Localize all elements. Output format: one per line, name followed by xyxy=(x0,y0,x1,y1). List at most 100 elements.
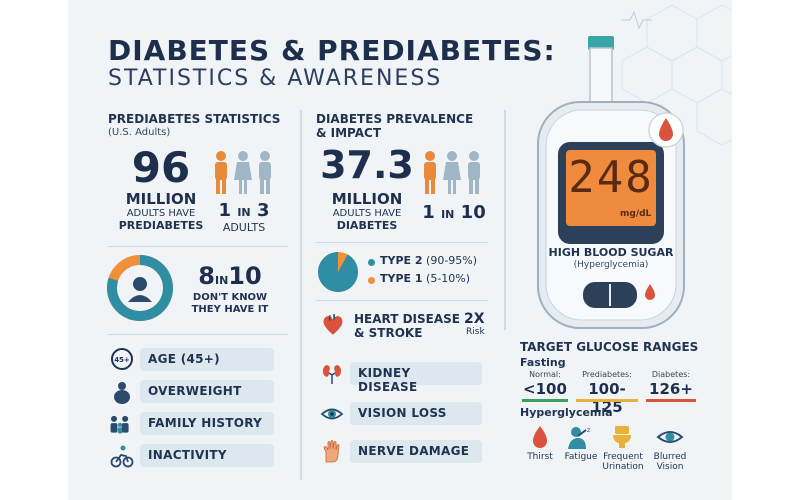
ratio-den: 3 xyxy=(256,200,270,221)
section-rule xyxy=(108,334,288,335)
symptom-fatigue: Fatigue xyxy=(558,452,604,462)
ratio-in: IN xyxy=(214,274,229,287)
heart-disease-label: HEART DISEASE & STROKE xyxy=(354,312,460,340)
column-divider-1 xyxy=(300,110,302,480)
risk-factor-overweight: OVERWEIGHT xyxy=(140,380,274,403)
range-normal-caption: Normal: xyxy=(529,370,561,379)
prediabetes-caption: ADULTS HAVE PREDIABETES xyxy=(106,208,216,233)
ratio-den: 10 xyxy=(460,202,486,223)
infographic-canvas: DIABETES & PREDIABETES: STATISTICS & AWA… xyxy=(68,0,732,500)
risk-factor-family-history: FAMILY HISTORY xyxy=(140,412,274,435)
cyclist-icon xyxy=(110,445,134,468)
complication-nerve: NERVE DAMAGE xyxy=(350,440,482,463)
symptom-thirst-line1: Thirst xyxy=(527,452,553,462)
person-icon xyxy=(468,151,480,194)
overweight-icon xyxy=(114,382,130,404)
range-diabetes-bar xyxy=(646,399,696,402)
type1-legend-dot xyxy=(368,277,375,284)
ratio-in: IN xyxy=(441,208,455,221)
fatigue-icon: z xyxy=(568,427,590,449)
hand-icon xyxy=(323,440,340,463)
symptom-blurred-line1: Blurred xyxy=(653,452,687,462)
prediabetes-unit: MILLION xyxy=(125,190,197,208)
people-icon-group xyxy=(215,151,271,194)
type1-legend: TYPE 1 (5-10%) xyxy=(380,272,470,285)
symptom-blurred-vision: Blurred Vision xyxy=(648,452,692,472)
svg-text:45+: 45+ xyxy=(114,356,130,364)
section-rule xyxy=(316,300,488,301)
avatar-icon xyxy=(128,277,152,302)
prediabetes-caption-line2: PREDIABETES xyxy=(118,219,204,232)
symptom-urination-line1: Frequent xyxy=(603,452,643,462)
prediabetes-subheading: (U.S. Adults) xyxy=(108,127,171,138)
risk-factor-inactivity: INACTIVITY xyxy=(140,444,274,467)
person-icon xyxy=(234,151,252,194)
complication-vision: VISION LOSS xyxy=(350,402,482,425)
meter-status-sub: (Hyperglycemia) xyxy=(573,260,649,270)
person-icon xyxy=(443,151,461,194)
unaware-ratio: 8IN10 xyxy=(180,262,280,290)
range-diabetes-value: 126+ xyxy=(649,380,693,398)
ratio-num: 8 xyxy=(198,262,215,290)
heart-label-line1: HEART DISEASE xyxy=(354,312,460,326)
ratio-num: 1 xyxy=(218,200,232,221)
ratio-den: 10 xyxy=(228,262,262,290)
range-normal-value: <100 xyxy=(523,380,567,398)
section-rule xyxy=(316,242,488,243)
type2-range: (90-95%) xyxy=(426,254,478,267)
prediabetes-ratio-caption: ADULTS xyxy=(222,221,266,234)
type2-legend-dot xyxy=(368,259,375,266)
fasting-label: Fasting xyxy=(520,356,566,369)
svg-text:z: z xyxy=(587,427,590,434)
complication-kidney: KIDNEY DISEASE xyxy=(350,362,482,394)
person-icon-highlight xyxy=(215,151,227,194)
symptom-blurred-line2: Vision xyxy=(656,462,684,472)
glucose-meter-illustration xyxy=(537,36,685,329)
unaware-donut-arc xyxy=(107,255,173,321)
meter-reading: 248 xyxy=(568,152,654,203)
unaware-caption-line2: THEY HAVE IT xyxy=(191,304,269,315)
hyperglycemia-heading: Hyperglycemia xyxy=(520,406,613,419)
diabetes-type-pie-chart xyxy=(318,252,358,292)
page-subtitle: STATISTICS & AWARENESS xyxy=(108,66,443,91)
kidney-icon xyxy=(322,365,342,384)
diabetes-caption-line1: ADULTS HAVE xyxy=(332,208,402,219)
diabetes-number: 37.3 xyxy=(320,143,414,187)
diabetes-caption-line2: DIABETES xyxy=(336,219,398,232)
people-icon-group xyxy=(424,151,480,194)
heart-risk-caption: Risk xyxy=(466,327,485,337)
thirst-icon xyxy=(533,426,547,448)
person-icon-highlight xyxy=(424,151,436,194)
type2-legend: TYPE 2 (90-95%) xyxy=(380,254,477,267)
symptom-fatigue-line1: Fatigue xyxy=(564,452,598,462)
heart-label-line2: & STROKE xyxy=(354,326,423,340)
pie-slice-type2 xyxy=(318,252,358,292)
ratio-in: IN xyxy=(237,206,251,219)
lancet-icon xyxy=(648,112,684,148)
blood-drop-icon xyxy=(645,284,655,300)
diabetes-heading-line2: & IMPACT xyxy=(316,126,382,140)
symptom-urination-line2: Urination xyxy=(602,462,644,472)
symptom-urination: Frequent Urination xyxy=(598,452,648,472)
prediabetes-heading: PREDIABETES STATISTICS xyxy=(108,112,281,126)
diabetes-heading-line1: DIABETES PREVALENCE xyxy=(316,112,474,126)
person-icon xyxy=(259,151,271,194)
diabetes-caption: ADULTS HAVE DIABETES xyxy=(312,208,422,233)
diabetes-ratio: 1 IN 10 xyxy=(418,202,490,223)
type1-range: (5-10%) xyxy=(426,272,471,285)
diabetes-heading: DIABETES PREVALENCE & IMPACT xyxy=(316,112,473,140)
unaware-caption-line1: DON'T KNOW xyxy=(192,292,268,303)
unaware-caption: DON'T KNOW THEY HAVE IT xyxy=(180,292,280,316)
section-rule xyxy=(108,246,288,247)
heart-icon xyxy=(323,314,343,335)
symptom-thirst: Thirst xyxy=(516,452,564,462)
column-divider-2 xyxy=(504,110,506,330)
meter-units: mg/dL xyxy=(620,209,652,219)
type1-name: TYPE 1 xyxy=(380,272,423,285)
ratio-num: 1 xyxy=(422,202,435,223)
range-prediabetes-value: 100-125 xyxy=(588,380,626,416)
toilet-icon xyxy=(613,426,631,448)
range-prediabetes-bar xyxy=(576,399,638,402)
page-title: DIABETES & PREDIABETES: xyxy=(108,34,556,67)
range-prediabetes-caption: Prediabetes: xyxy=(582,370,632,379)
